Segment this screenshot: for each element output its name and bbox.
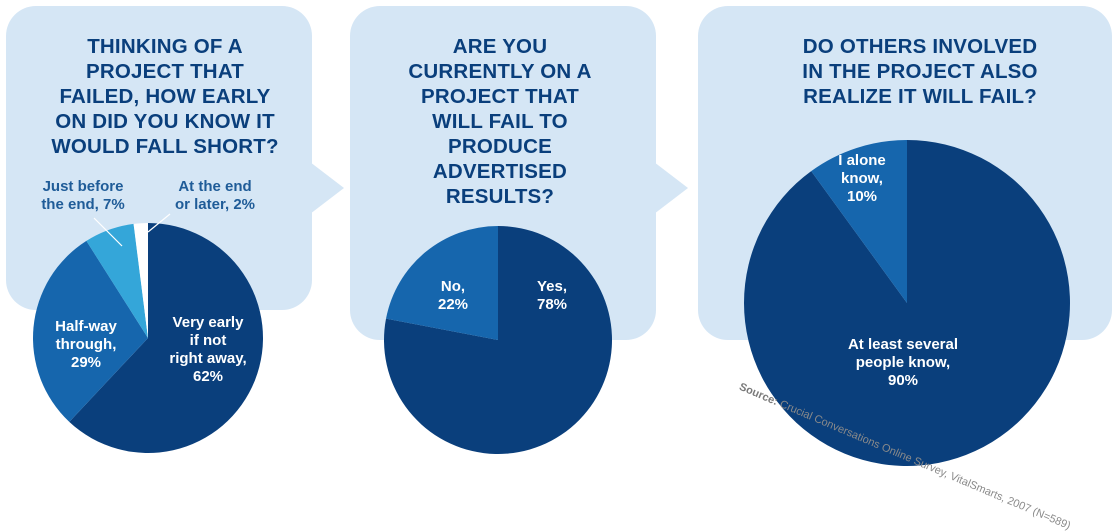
slice-label-line: 78% — [536, 296, 568, 313]
slice-label-line: right away, — [169, 350, 247, 367]
panel-2-pointer — [654, 162, 688, 214]
pie-2-question-line: ADVERTISED — [432, 160, 568, 183]
pie-2-label-yes: Yes, 78% — [512, 278, 592, 314]
pie-2-question-line: PRODUCE — [448, 135, 552, 158]
slice-label-line: I alone — [838, 152, 886, 169]
pie-2-question-line: ARE YOU — [452, 35, 548, 58]
pie-2-question-line: RESULTS? — [445, 185, 555, 208]
pie-1-question-line: FAILED, HOW EARLY — [59, 85, 271, 108]
pie-2-slice-1 — [384, 226, 613, 455]
slice-label-line: Half-way — [55, 318, 117, 335]
slice-label-line: Very early — [172, 314, 244, 331]
pie-2-slice-2 — [386, 226, 498, 340]
pie-1-slice-4 — [133, 223, 148, 338]
slice-label-line: through, — [55, 336, 117, 353]
pie-1-label-at-end: At the end or later, 2% — [160, 178, 270, 214]
pie-1-leader-at-end — [147, 213, 171, 233]
pie-3-label-several: At least several people know, 90% — [803, 336, 1003, 390]
slice-label-line: 22% — [437, 296, 469, 313]
pie-1-question-line: ON DID YOU KNOW IT — [55, 110, 275, 133]
pie-3-slice-2 — [811, 140, 907, 303]
slice-label-line: if not — [189, 332, 227, 349]
slice-label-line: 10% — [846, 188, 878, 205]
slice-label-line: the end, 7% — [41, 196, 125, 213]
pie-1-slice-2 — [33, 240, 148, 422]
pie-1-question: THINKING OF A PROJECT THAT FAILED, HOW E… — [20, 34, 310, 159]
pie-1-slice-3 — [86, 223, 148, 338]
pie-2-question-line: CURRENTLY ON A — [408, 60, 592, 83]
slice-label-line: 62% — [192, 368, 224, 385]
pie-3-question: DO OTHERS INVOLVED IN THE PROJECT ALSO R… — [740, 34, 1100, 109]
pie-1-slice-1 — [69, 222, 264, 453]
pie-2-question-line: WILL FAIL TO — [432, 110, 568, 133]
pie-3-question-line: REALIZE IT WILL FAIL? — [803, 85, 1037, 108]
pie-1-label-half-way: Half-way through, 29% — [38, 318, 134, 372]
slice-label-line: or later, 2% — [174, 196, 256, 213]
pie-1-question-line: WOULD FALL SHORT? — [51, 135, 279, 158]
chart-canvas — [6, 6, 1112, 466]
pie-1-question-line: PROJECT THAT — [85, 60, 245, 83]
pie-3-question-line: DO OTHERS INVOLVED — [802, 35, 1038, 58]
infographic: THINKING OF A PROJECT THAT FAILED, HOW E… — [6, 6, 1112, 532]
slice-label-line: Just before — [42, 178, 124, 195]
slice-label-line: 29% — [70, 354, 102, 371]
pie-2-label-no: No, 22% — [413, 278, 493, 314]
slice-label-line: people know, — [855, 354, 951, 371]
slice-label-line: At the end — [178, 178, 252, 195]
pie-1-label-very-early: Very early if not right away, 62% — [150, 314, 266, 386]
pie-1-label-just-before: Just before the end, 7% — [28, 178, 138, 214]
slice-label-line: Yes, — [536, 278, 568, 295]
pie-2-question-line: PROJECT THAT — [420, 85, 580, 108]
pie-3-label-alone: I alone know, 10% — [822, 152, 902, 206]
slice-label-line: At least several — [847, 336, 959, 353]
pie-3-question-line: IN THE PROJECT ALSO — [802, 60, 1038, 83]
pie-1-leader-just-before — [93, 217, 123, 247]
slice-label-line: No, — [440, 278, 466, 295]
pie-1-question-line: THINKING OF A — [87, 35, 243, 58]
pie-3-slice-1 — [743, 140, 1070, 466]
slice-label-line: 90% — [887, 372, 919, 389]
slice-label-line: know, — [841, 170, 883, 187]
panel-1-pointer — [310, 162, 344, 214]
panel-1 — [6, 6, 312, 310]
pie-2-question: ARE YOU CURRENTLY ON A PROJECT THAT WILL… — [370, 34, 630, 209]
